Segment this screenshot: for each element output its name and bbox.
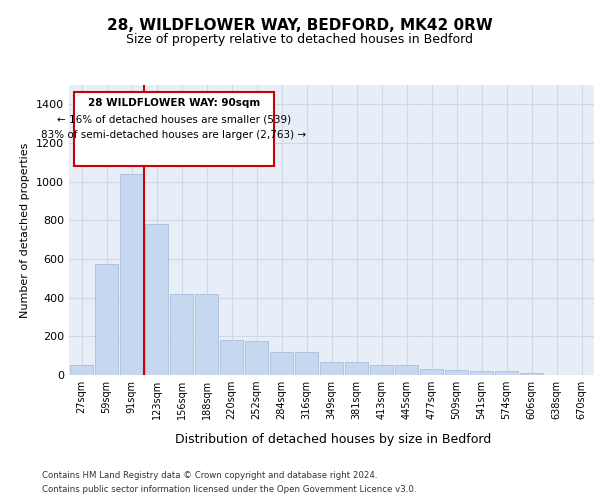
Bar: [445, 370, 469, 375]
Bar: [119, 174, 143, 375]
Bar: [194, 294, 218, 375]
Bar: [370, 366, 394, 375]
Text: Contains HM Land Registry data © Crown copyright and database right 2024.: Contains HM Land Registry data © Crown c…: [42, 471, 377, 480]
Bar: [320, 362, 343, 375]
Text: 28 WILDFLOWER WAY: 90sqm: 28 WILDFLOWER WAY: 90sqm: [88, 98, 260, 108]
FancyBboxPatch shape: [74, 92, 274, 166]
Bar: [520, 372, 544, 375]
Bar: [395, 366, 418, 375]
Bar: [344, 362, 368, 375]
Bar: [419, 369, 443, 375]
Text: Distribution of detached houses by size in Bedford: Distribution of detached houses by size …: [175, 432, 491, 446]
Bar: [220, 340, 244, 375]
Bar: [170, 294, 193, 375]
Bar: [470, 371, 493, 375]
Text: ← 16% of detached houses are smaller (539): ← 16% of detached houses are smaller (53…: [57, 114, 291, 124]
Bar: [95, 264, 118, 375]
Bar: [494, 371, 518, 375]
Bar: [295, 352, 319, 375]
Text: Contains public sector information licensed under the Open Government Licence v3: Contains public sector information licen…: [42, 485, 416, 494]
Text: 83% of semi-detached houses are larger (2,763) →: 83% of semi-detached houses are larger (…: [41, 130, 307, 140]
Bar: [245, 341, 268, 375]
Bar: [145, 224, 169, 375]
Text: Size of property relative to detached houses in Bedford: Size of property relative to detached ho…: [127, 32, 473, 46]
Y-axis label: Number of detached properties: Number of detached properties: [20, 142, 31, 318]
Bar: [269, 352, 293, 375]
Bar: [70, 366, 94, 375]
Text: 28, WILDFLOWER WAY, BEDFORD, MK42 0RW: 28, WILDFLOWER WAY, BEDFORD, MK42 0RW: [107, 18, 493, 32]
